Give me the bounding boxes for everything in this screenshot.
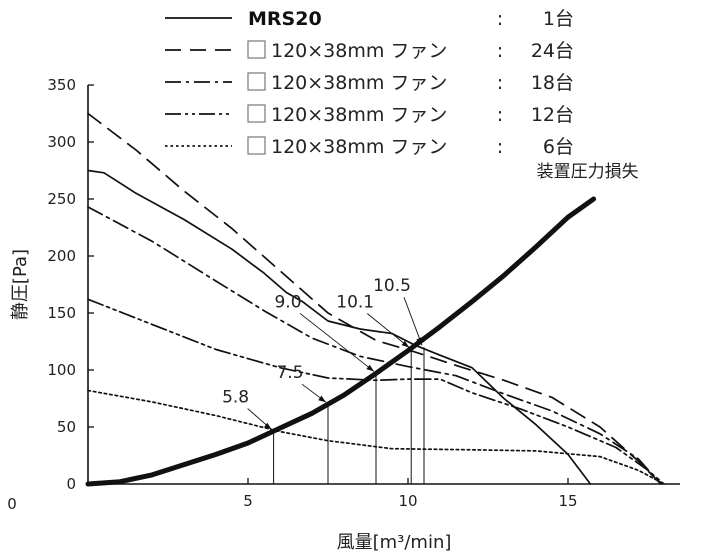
- curve-label: 装置圧力損失: [537, 162, 639, 182]
- legend-separator: :: [497, 104, 503, 126]
- y-tick-label: 150: [47, 304, 76, 322]
- legend-separator: :: [497, 72, 503, 94]
- legend-box: [247, 104, 266, 123]
- legend-box: [247, 72, 266, 91]
- leader-arrowhead: [263, 422, 272, 430]
- y-tick-label: 200: [47, 247, 76, 265]
- series-line-dashdot: [87, 206, 662, 485]
- y-tick-label: 100: [47, 361, 76, 379]
- legend-count: 12台: [531, 104, 574, 126]
- leader-arrowhead: [401, 340, 410, 348]
- y-tick-label: 50: [57, 418, 76, 436]
- legend-name: 120×38mm ファン: [271, 136, 447, 158]
- legend-count: 1台: [543, 8, 574, 30]
- series-line-dash: [87, 112, 662, 485]
- y-axis-title: 静圧[Pa]: [10, 249, 31, 320]
- legend-name: MRS20: [248, 8, 322, 30]
- intersection-label: 7.5: [276, 363, 303, 383]
- annotations: 装置圧力損失 5.8 7.5 9.0 10.110.5: [222, 162, 639, 484]
- y-tick-label: 300: [47, 133, 76, 151]
- intersection-label: 10.5: [373, 276, 411, 296]
- legend-count: 6台: [543, 136, 574, 158]
- legend-separator: :: [497, 8, 503, 30]
- leader-line: [403, 297, 423, 346]
- x-tick-label: 10: [398, 492, 417, 510]
- leader-line: [299, 313, 375, 372]
- y-tick-label: 350: [47, 76, 76, 94]
- legend-box: [247, 136, 266, 155]
- legend-count: 24台: [531, 40, 574, 62]
- x-axis-title: 風量[m³/min]: [337, 532, 452, 553]
- leader-arrowhead: [366, 364, 374, 372]
- origin-label: 0: [7, 495, 17, 513]
- leader-arrowhead: [416, 337, 422, 346]
- legend-box: [247, 40, 266, 59]
- y-tick-label: 0: [66, 475, 76, 493]
- legend-separator: :: [497, 40, 503, 62]
- x-tick-label: 15: [558, 492, 577, 510]
- x-tick-label: 5: [243, 492, 253, 510]
- leader-arrowhead: [318, 395, 326, 403]
- leader-line: [366, 313, 410, 348]
- intersection-label: 5.8: [222, 388, 249, 408]
- legend-name: 120×38mm ファン: [271, 72, 447, 94]
- series-line-thick: [85, 196, 597, 487]
- intersection-label: 10.1: [336, 292, 374, 312]
- legend-name: 120×38mm ファン: [271, 40, 447, 62]
- y-tick-label: 250: [47, 190, 76, 208]
- legend: MRS20: 1台 120×38mm ファン: 24台 120×38mm ファン: 18台…: [165, 8, 574, 158]
- legend-name: 120×38mm ファン: [271, 104, 447, 126]
- legend-separator: :: [497, 136, 503, 158]
- series-line-solid: [87, 169, 592, 485]
- intersection-label: 9.0: [274, 292, 301, 312]
- series-line-dotted: [87, 389, 665, 485]
- legend-count: 18台: [531, 72, 574, 94]
